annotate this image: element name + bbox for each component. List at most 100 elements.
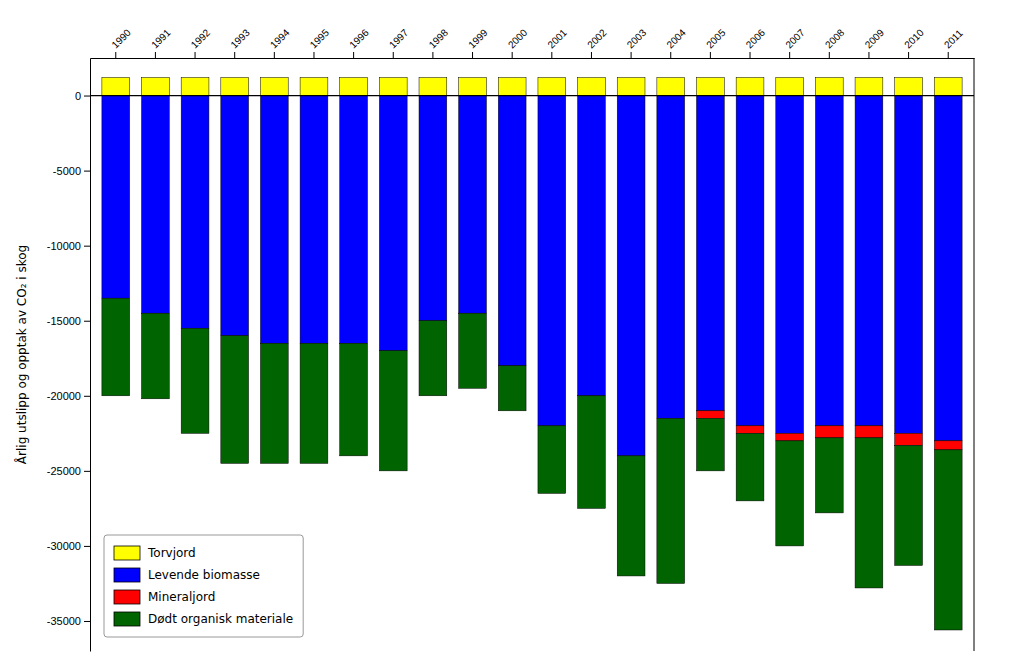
- x-tick-mark: [274, 52, 275, 58]
- bar: [300, 343, 328, 463]
- y-tick-label: 0: [75, 90, 81, 102]
- bar: [221, 96, 249, 336]
- x-tick: 2011: [942, 27, 965, 58]
- x-tick: 1994: [268, 27, 292, 58]
- legend-item: Levende biomasse: [114, 568, 260, 583]
- x-tick-label: 1999: [466, 27, 490, 51]
- bar: [776, 441, 804, 546]
- bar: [102, 78, 130, 96]
- y-axis-line: [90, 59, 91, 652]
- x-tick-label: 2003: [625, 27, 649, 51]
- x-tick-mark: [591, 52, 592, 58]
- x-tick-mark: [551, 52, 552, 58]
- x-tick-label: 1990: [109, 27, 133, 51]
- x-tick-mark: [512, 52, 513, 58]
- bar: [260, 96, 288, 344]
- x-tick-label: 1993: [228, 27, 252, 51]
- y-tick-mark: [84, 96, 90, 97]
- y-tick: -10000: [47, 240, 90, 252]
- bar: [379, 96, 407, 351]
- x-tick-mark: [393, 52, 394, 58]
- x-tick: 2006: [744, 27, 768, 58]
- bar: [578, 96, 606, 396]
- bar: [419, 321, 447, 396]
- x-tick-label: 2008: [823, 27, 847, 51]
- x-tick-label: 2009: [863, 27, 887, 51]
- bar: [498, 78, 526, 96]
- x-tick: 2003: [625, 27, 649, 58]
- bar: [181, 78, 209, 96]
- x-tick: 1993: [228, 27, 252, 58]
- y-tick-mark: [84, 471, 90, 472]
- bar: [340, 78, 368, 96]
- x-tick-mark: [234, 52, 235, 58]
- bar: [736, 433, 764, 501]
- bar: [142, 78, 170, 96]
- bar: [657, 418, 685, 583]
- y-tick-label: -15000: [47, 315, 81, 327]
- x-tick-label: 1992: [189, 27, 213, 51]
- bar: [181, 96, 209, 329]
- x-tick-mark: [115, 52, 116, 58]
- x-tick-label: 2006: [744, 27, 768, 51]
- y-tick: -30000: [47, 540, 90, 552]
- x-tick-label: 2007: [783, 27, 807, 51]
- x-tick: 2005: [704, 27, 728, 58]
- bar: [934, 441, 962, 450]
- zero-line: [90, 95, 974, 96]
- bar: [538, 426, 566, 494]
- legend-label: Mineraljord: [148, 590, 215, 604]
- y-tick-label: -10000: [47, 240, 81, 252]
- bar: [736, 426, 764, 434]
- x-tick: 1998: [427, 27, 451, 58]
- bar: [181, 328, 209, 433]
- y-tick: -25000: [47, 465, 90, 477]
- bar: [934, 96, 962, 441]
- bar: [538, 78, 566, 96]
- bar: [855, 96, 883, 426]
- bar: [895, 78, 923, 96]
- y-tick-mark: [84, 396, 90, 397]
- bar: [855, 78, 883, 96]
- bar: [855, 426, 883, 438]
- bar: [815, 78, 843, 96]
- x-tick: 1995: [308, 27, 332, 58]
- legend-frame: [104, 535, 303, 637]
- x-tick-label: 2005: [704, 27, 728, 51]
- bar: [736, 78, 764, 96]
- bar: [815, 96, 843, 426]
- legend-swatch: [114, 612, 140, 626]
- x-tick: 2001: [545, 27, 569, 58]
- x-tick-mark: [313, 52, 314, 58]
- bar: [895, 433, 923, 445]
- x-tick: 2010: [902, 27, 926, 58]
- y-tick-label: -25000: [47, 465, 81, 477]
- x-tick-mark: [432, 52, 433, 58]
- bar: [617, 96, 645, 456]
- bar: [578, 396, 606, 509]
- x-tick-mark: [789, 52, 790, 58]
- bar: [617, 456, 645, 576]
- legend-swatch: [114, 546, 140, 560]
- x-tick-mark: [631, 52, 632, 58]
- y-tick-mark: [84, 321, 90, 322]
- bar: [142, 96, 170, 314]
- legend-swatch: [114, 568, 140, 582]
- x-tick-mark: [353, 52, 354, 58]
- legend-swatch: [114, 590, 140, 604]
- bar: [815, 426, 843, 438]
- bar: [697, 418, 725, 471]
- bar: [657, 78, 685, 96]
- bar: [697, 96, 725, 411]
- x-axis-line: [91, 58, 975, 59]
- right-frame: [974, 58, 975, 651]
- bar: [617, 78, 645, 96]
- bar: [776, 78, 804, 96]
- legend-label: Torvjord: [147, 546, 196, 560]
- bar: [934, 450, 962, 630]
- bar: [142, 313, 170, 399]
- bar-series: [102, 298, 962, 630]
- x-tick-label: 1995: [308, 27, 332, 51]
- x-tick-mark: [472, 52, 473, 58]
- bar: [697, 411, 725, 419]
